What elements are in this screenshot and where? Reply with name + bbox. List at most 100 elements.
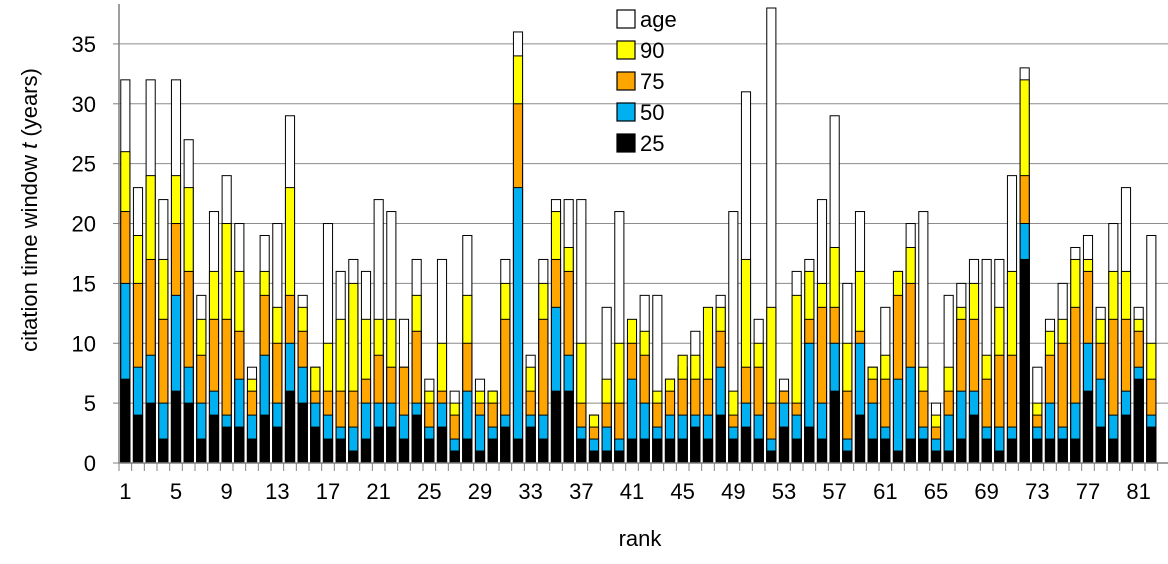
bar-segment-25 bbox=[550, 390, 562, 464]
bar-segment-25 bbox=[284, 390, 296, 464]
y-axis-title: citation time window t (years) bbox=[17, 68, 42, 352]
y-axis-title-prefix: citation time window bbox=[17, 149, 42, 352]
legend-swatch-25 bbox=[616, 133, 636, 153]
bar-segment-25 bbox=[1057, 438, 1068, 464]
bar-segment-25 bbox=[778, 426, 790, 464]
x-tick-label: 33 bbox=[518, 479, 542, 504]
bar-segment-25 bbox=[943, 450, 954, 464]
x-tick-label: 29 bbox=[468, 479, 492, 504]
y-tick-label: 30 bbox=[72, 92, 96, 117]
bar-segment-50 bbox=[512, 187, 524, 464]
bar-segment-25 bbox=[474, 450, 486, 464]
bar-segment-25 bbox=[956, 438, 967, 464]
bar-segment-25 bbox=[626, 438, 638, 464]
bar-segment-25 bbox=[829, 390, 840, 464]
bar-segment-25 bbox=[905, 438, 916, 464]
bar-segment-25 bbox=[462, 438, 473, 464]
x-tick-label: 41 bbox=[620, 479, 644, 504]
bar-segment-25 bbox=[930, 450, 942, 464]
axes bbox=[118, 4, 1168, 471]
bar-segment-25 bbox=[1133, 378, 1144, 464]
bar-segment-25 bbox=[436, 426, 448, 464]
bar-segment-25 bbox=[424, 438, 435, 464]
bars bbox=[120, 7, 1157, 464]
x-tick-label: 13 bbox=[265, 479, 289, 504]
bar-segment-25 bbox=[753, 438, 764, 464]
bar-segment-25 bbox=[411, 414, 422, 464]
x-tick-label: 49 bbox=[721, 479, 745, 504]
x-tick-labels: 1 5 9 13 17 21 25 29 33 37 41 45 49 53 57 61 65 69 73 77 81 bbox=[119, 479, 1151, 504]
bar-segment-25 bbox=[196, 438, 207, 464]
bar-segment-25 bbox=[702, 438, 714, 464]
x-tick-label: 9 bbox=[221, 479, 233, 504]
bar-segment-25 bbox=[386, 426, 397, 464]
bar-segment-25 bbox=[246, 438, 258, 464]
x-tick-label: 21 bbox=[366, 479, 390, 504]
bar-segment-25 bbox=[208, 414, 220, 464]
bar-segment-25 bbox=[994, 450, 1005, 464]
y-tick-label: 20 bbox=[72, 212, 96, 237]
legend-swatch-age bbox=[616, 9, 636, 29]
bar-segment-25 bbox=[1070, 438, 1081, 464]
bar-segment-25 bbox=[335, 438, 346, 464]
bar-segment-25 bbox=[1095, 426, 1106, 464]
bar-segment-25 bbox=[322, 438, 334, 464]
bar-segment-25 bbox=[639, 438, 650, 464]
legend-swatch-90 bbox=[616, 40, 636, 60]
x-tick-label: 1 bbox=[119, 479, 131, 504]
legend-label: 75 bbox=[640, 69, 664, 94]
x-tick-label: 5 bbox=[170, 479, 182, 504]
bar-segment-25 bbox=[360, 438, 372, 464]
bar-segment-25 bbox=[804, 426, 815, 464]
x-tick-label: 53 bbox=[772, 479, 796, 504]
y-axis-title-suffix: (years) bbox=[17, 68, 42, 143]
bar-segment-25 bbox=[867, 438, 878, 464]
x-axis-title: rank bbox=[619, 526, 663, 551]
bar-segment-25 bbox=[816, 438, 828, 464]
bar-segment-25 bbox=[487, 438, 498, 464]
bar-segment-25 bbox=[158, 438, 169, 464]
bar-segment-25 bbox=[1019, 258, 1030, 464]
x-tick-label: 37 bbox=[569, 479, 593, 504]
bar-segment-25 bbox=[664, 438, 676, 464]
bar-segment-25 bbox=[310, 426, 321, 464]
bar-segment-25 bbox=[652, 438, 663, 464]
bar-segment-25 bbox=[525, 426, 536, 464]
y-tick-label: 25 bbox=[72, 152, 96, 177]
x-tick-label: 61 bbox=[873, 479, 897, 504]
bar-segment-25 bbox=[981, 438, 992, 464]
x-tick-label: 57 bbox=[822, 479, 846, 504]
bar-segment-25 bbox=[132, 414, 144, 464]
bar-segment-25 bbox=[183, 402, 194, 464]
y-tick-labels: 0 5 10 15 20 25 30 35 bbox=[72, 32, 96, 476]
bar-segment-25 bbox=[576, 438, 587, 464]
legend-swatch-50 bbox=[616, 102, 636, 122]
bar-segment-25 bbox=[842, 450, 853, 464]
bar-segment-25 bbox=[297, 402, 308, 464]
x-tick-label: 77 bbox=[1076, 479, 1100, 504]
bar-segment-25 bbox=[500, 426, 511, 464]
bar-segment-25 bbox=[145, 402, 156, 464]
bar-segment-25 bbox=[272, 426, 283, 464]
x-tick-label: 65 bbox=[924, 479, 948, 504]
x-tick-label: 17 bbox=[316, 479, 340, 504]
bar-segment-25 bbox=[715, 414, 726, 464]
bar-segment-25 bbox=[854, 414, 866, 464]
bar-segment-25 bbox=[449, 450, 460, 464]
y-tick-label: 15 bbox=[72, 271, 96, 296]
bar-segment-25 bbox=[120, 378, 131, 464]
bar-segment-25 bbox=[221, 426, 232, 464]
bar-segment-25 bbox=[1006, 438, 1018, 464]
x-tick-label: 25 bbox=[417, 479, 441, 504]
legend-label: age bbox=[640, 7, 677, 32]
bar-segment-25 bbox=[398, 438, 410, 464]
legend-label: 90 bbox=[640, 38, 664, 63]
bar-segment-25 bbox=[1044, 438, 1056, 464]
bar-segment-25 bbox=[373, 426, 384, 464]
bar-segment-25 bbox=[690, 426, 701, 464]
y-axis-title-variable: t bbox=[17, 142, 42, 149]
legend-label: 25 bbox=[640, 131, 664, 156]
bar-segment-25 bbox=[259, 414, 270, 464]
x-tick-label: 69 bbox=[974, 479, 998, 504]
